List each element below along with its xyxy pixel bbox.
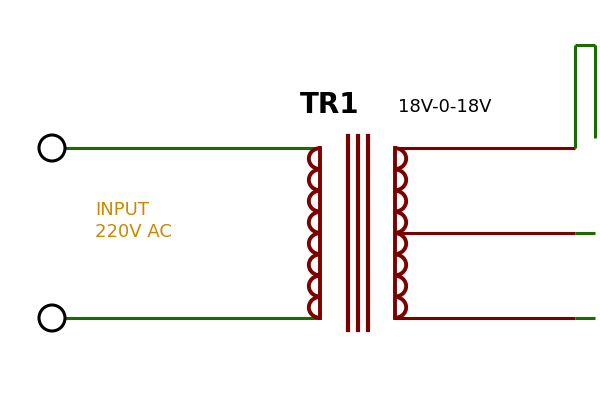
Text: TR1: TR1: [300, 91, 360, 119]
Text: 18V-0-18V: 18V-0-18V: [398, 98, 492, 116]
Text: INPUT: INPUT: [95, 201, 149, 219]
Text: 220V AC: 220V AC: [95, 223, 172, 241]
